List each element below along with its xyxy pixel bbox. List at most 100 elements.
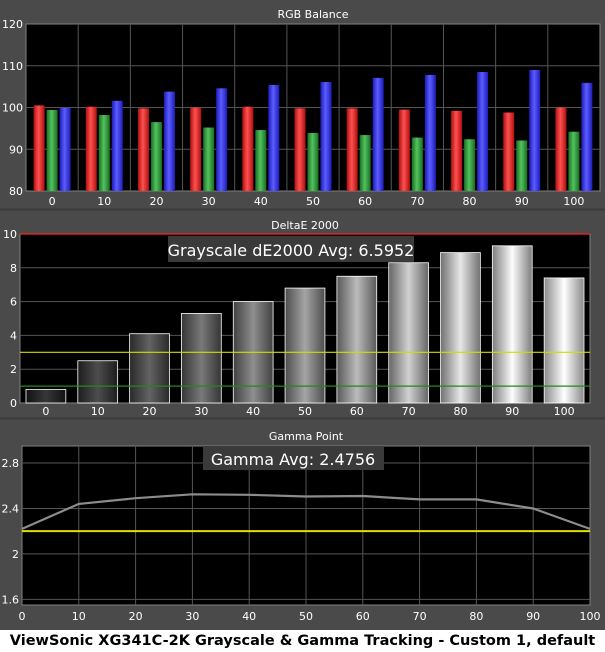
gamma-annotation-box — [203, 446, 384, 470]
rgb-xtick-label: 70 — [410, 195, 424, 208]
rgb-bar-blue — [477, 72, 489, 191]
rgb-bar-blue — [163, 91, 175, 191]
rgb-bar-blue — [581, 82, 593, 191]
deltae-bar — [25, 389, 67, 404]
rgb-bar-red — [555, 107, 567, 191]
rgb-bar-red — [242, 106, 254, 191]
rgb-bar-red — [85, 106, 97, 191]
gamma-xtick-label: 30 — [185, 610, 199, 623]
rgb-bar-green — [255, 130, 267, 191]
deltae-bar — [388, 262, 429, 404]
deltae-ytick-label: 4 — [10, 329, 17, 342]
deltae-ytick-label: 0 — [10, 397, 17, 410]
rgb-ytick-label: 110 — [2, 60, 23, 73]
rgb-xtick-label: 90 — [515, 195, 529, 208]
gamma-xtick-label: 100 — [580, 610, 601, 623]
gamma-ytick-label: 2.8 — [2, 457, 20, 470]
rgb-bar-green — [568, 131, 580, 191]
rgb-bar-green — [150, 122, 162, 191]
chart-canvas: RGB Balance 80 90 100 110 120 0 10 20 30 40 50 60 70 8… — [0, 0, 605, 630]
rgb-bar-blue — [320, 82, 332, 191]
rgb-bar-green — [307, 132, 319, 191]
gamma-xtick-label: 60 — [356, 610, 370, 623]
deltae-annotation: Grayscale dE2000 Avg: 6.5952 — [168, 241, 415, 260]
rgb-bar-blue — [111, 100, 123, 191]
rgb-bar-blue — [529, 69, 541, 191]
gamma-annotation: Gamma Avg: 2.4756 — [211, 450, 375, 469]
rgb-bar-red — [398, 109, 410, 191]
rgb-bar-green — [516, 140, 528, 191]
deltae-ytick-label: 2 — [10, 363, 17, 376]
deltae-xtick-label: 30 — [194, 405, 208, 418]
deltae-bar — [284, 287, 326, 404]
deltae-xtick-label: 70 — [402, 405, 416, 418]
rgb-ytick-label: 80 — [9, 185, 23, 198]
gamma-xtick-label: 70 — [413, 610, 427, 623]
rgb-bar-green — [46, 110, 58, 191]
rgb-ytick-label: 120 — [2, 18, 23, 31]
gamma-ytick-label: 2.4 — [2, 502, 20, 515]
rgb-bar-red — [503, 112, 515, 191]
rgb-bar-red — [346, 108, 358, 191]
deltae-ytick-label: 8 — [10, 262, 17, 275]
rgb-bar-green — [411, 137, 423, 191]
deltae-bar — [77, 360, 119, 404]
deltae-xtick-label: 90 — [505, 405, 519, 418]
gamma-xtick-label: 10 — [72, 610, 86, 623]
gamma-ytick-label: 1.6 — [2, 593, 20, 606]
deltae-annotation-box — [168, 236, 414, 262]
deltae-xtick-label: 60 — [350, 405, 364, 418]
deltae-xtick-label: 80 — [453, 405, 467, 418]
gamma-chart-title: Gamma Point — [269, 430, 344, 443]
gamma-xtick-label: 0 — [19, 610, 26, 623]
gamma-xtick-label: 80 — [469, 610, 483, 623]
rgb-xtick-label: 80 — [463, 195, 477, 208]
deltae-bar — [440, 252, 481, 404]
rgb-xtick-label: 0 — [49, 195, 56, 208]
deltae-ytick-label: 6 — [10, 296, 17, 309]
rgb-xtick-label: 60 — [358, 195, 372, 208]
deltae-bar — [129, 333, 170, 404]
deltae-xtick-label: 10 — [91, 405, 105, 418]
rgb-bar-red — [190, 107, 202, 191]
gamma-xtick-label: 50 — [299, 610, 313, 623]
rgb-xtick-label: 40 — [254, 195, 268, 208]
deltae-chart-title: DeltaE 2000 — [271, 219, 339, 232]
rgb-bar-blue — [268, 84, 280, 191]
rgb-bar-green — [203, 127, 215, 191]
rgb-bar-blue — [424, 74, 436, 191]
rgb-bar-blue — [59, 107, 71, 191]
figure-caption: ViewSonic XG341C-2K Grayscale & Gamma Tr… — [0, 630, 605, 652]
rgb-bar-blue — [216, 88, 228, 191]
deltae-bar — [181, 313, 222, 404]
rgb-xtick-label: 100 — [563, 195, 584, 208]
gamma-xtick-label: 20 — [129, 610, 143, 623]
deltae-bar — [336, 275, 378, 404]
rgb-xtick-label: 50 — [306, 195, 320, 208]
gamma-xtick-label: 90 — [526, 610, 540, 623]
deltae-xtick-label: 50 — [298, 405, 312, 418]
rgb-bar-red — [294, 108, 306, 191]
gamma-ytick-label: 2 — [12, 548, 19, 561]
rgb-bar-red — [451, 110, 463, 191]
deltae-bar — [543, 277, 585, 404]
gamma-series-line — [21, 493, 591, 530]
rgb-xtick-label: 30 — [202, 195, 216, 208]
rgb-bar-red — [33, 105, 45, 191]
deltae-bar — [491, 245, 533, 404]
rgb-ytick-label: 90 — [9, 143, 23, 156]
rgb-chart-title: RGB Balance — [277, 8, 348, 21]
deltae-xtick-label: 100 — [554, 405, 575, 418]
rgb-bar-green — [359, 135, 371, 191]
rgb-xtick-label: 20 — [149, 195, 163, 208]
rgb-xtick-label: 10 — [97, 195, 111, 208]
gamma-xtick-label: 40 — [242, 610, 256, 623]
rgb-bar-green — [98, 115, 110, 191]
deltae-ytick-label: 10 — [3, 228, 17, 241]
rgb-ytick-label: 100 — [2, 102, 23, 115]
deltae-xtick-label: 0 — [42, 405, 49, 418]
rgb-bar-green — [464, 139, 476, 191]
deltae-xtick-label: 20 — [143, 405, 157, 418]
rgb-bar-blue — [372, 77, 384, 191]
